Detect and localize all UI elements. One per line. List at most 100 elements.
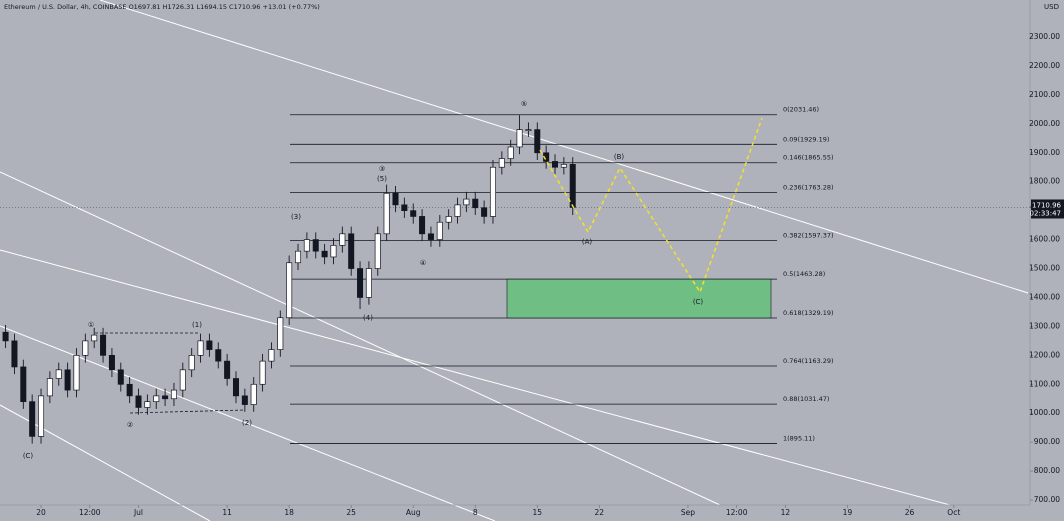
wave-label: ④: [420, 259, 426, 267]
x-tick-label: Jul: [133, 508, 143, 517]
fib-label: 0.88(1031.47): [783, 395, 829, 403]
x-tick-label: 8: [473, 508, 478, 517]
candle-body: [206, 340, 213, 350]
y-tick-label: 1200.00: [1029, 350, 1060, 359]
x-tick-label: 22: [595, 508, 605, 517]
wave-label: (C): [693, 298, 704, 306]
candle-body: [215, 349, 222, 362]
x-tick-label: 11: [222, 508, 232, 517]
candle-body: [552, 161, 559, 168]
candle-body: [144, 401, 151, 408]
projection-path: [539, 117, 763, 294]
currency-label: USD: [1044, 3, 1059, 11]
y-tick-label: 1900.00: [1029, 148, 1060, 157]
candle-body: [525, 129, 532, 131]
x-tick-label: 26: [905, 508, 915, 517]
candle-body: [277, 317, 284, 350]
candle-body: [232, 378, 239, 397]
candle-body: [560, 163, 567, 168]
y-tick-label: 700.00: [1034, 495, 1060, 504]
y-tick-label: 1000.00: [1029, 408, 1060, 417]
candle-body: [268, 349, 275, 362]
y-tick-label: 2300.00: [1029, 32, 1060, 41]
candle-body: [170, 389, 177, 400]
target-zone: [506, 278, 772, 319]
candle-body: [135, 395, 142, 408]
candle-body: [489, 166, 496, 217]
candle-body: [295, 250, 302, 264]
candle-body: [73, 355, 80, 391]
chart-title: Ethereum / U.S. Dollar, 4h, COINBASE O16…: [4, 3, 320, 11]
candle-body: [534, 129, 541, 154]
candle-body: [419, 216, 426, 235]
candle-body: [250, 383, 257, 405]
wave-label: (4): [363, 314, 373, 322]
candle-body: [2, 331, 9, 342]
wave-label: ③: [379, 165, 385, 173]
channel-line: [99, 0, 1029, 294]
wave-label: (5): [377, 175, 387, 183]
candle-body: [224, 360, 231, 379]
wave-label: (3): [291, 213, 301, 221]
countdown-label: 02:33:47: [1030, 209, 1061, 217]
candle-body: [401, 204, 408, 212]
x-tick-label: Aug: [406, 508, 421, 517]
candle-body: [179, 369, 186, 391]
last-price-box: [1031, 199, 1064, 219]
candle-body: [365, 268, 372, 298]
candle-body: [472, 198, 479, 209]
x-tick-label: Oct: [947, 508, 960, 517]
y-tick-label: 1400.00: [1029, 292, 1060, 301]
x-tick-label: 25: [346, 508, 356, 517]
y-tick-label: 1100.00: [1029, 379, 1060, 388]
x-tick-label: 18: [284, 508, 294, 517]
candle-body: [100, 334, 107, 356]
x-tick-label: 15: [533, 508, 543, 517]
fib-label: 0.09(1929.19): [783, 135, 829, 143]
y-tick-label: 1500.00: [1029, 264, 1060, 273]
wave-label: ②: [127, 421, 133, 429]
candle-body: [162, 395, 169, 400]
fib-label: 0.146(1865.55): [783, 154, 834, 162]
candle-body: [321, 250, 328, 258]
candle-body: [303, 239, 310, 252]
candle-body: [516, 129, 523, 148]
fib-label: 0.618(1329.19): [783, 309, 834, 317]
wave-label: ⑤: [521, 100, 527, 108]
y-tick-label: 1300.00: [1029, 321, 1060, 330]
candle-body: [569, 163, 576, 208]
y-tick-label: 1800.00: [1029, 177, 1060, 186]
channel-line: [0, 325, 496, 521]
y-tick-label: 2000.00: [1029, 119, 1060, 128]
y-tick-label: 2200.00: [1029, 61, 1060, 70]
candle-body: [374, 233, 381, 269]
candle-body: [153, 395, 160, 403]
candle-body: [259, 360, 266, 385]
y-tick-label: 2100.00: [1029, 90, 1060, 99]
wave-label: (2): [242, 419, 252, 427]
candle-body: [29, 401, 36, 437]
candle-body: [410, 210, 417, 217]
candle-body: [286, 262, 293, 319]
candle-body: [46, 378, 53, 397]
drawings: [0, 0, 1031, 521]
candle-body: [188, 355, 195, 371]
y-tick-label: 1600.00: [1029, 235, 1060, 244]
x-tick-label: 20: [36, 508, 46, 517]
candle-body: [197, 340, 204, 356]
candle-body: [339, 233, 346, 246]
x-tick-label: Sep: [681, 508, 695, 517]
candle-body: [64, 369, 71, 391]
wave-label: (A): [582, 238, 593, 246]
candle-body: [445, 216, 452, 223]
candle-body: [11, 340, 18, 368]
candle-body: [241, 395, 248, 405]
channel-line: [0, 171, 721, 506]
y-tick-label: 800.00: [1034, 466, 1060, 475]
dashed-line: [129, 409, 246, 414]
candle-body: [507, 146, 514, 159]
fib-label: 0.764(1163.29): [783, 357, 834, 365]
wave-label: (1): [192, 321, 202, 329]
fib-label: 0.382(1597.37): [783, 231, 834, 239]
